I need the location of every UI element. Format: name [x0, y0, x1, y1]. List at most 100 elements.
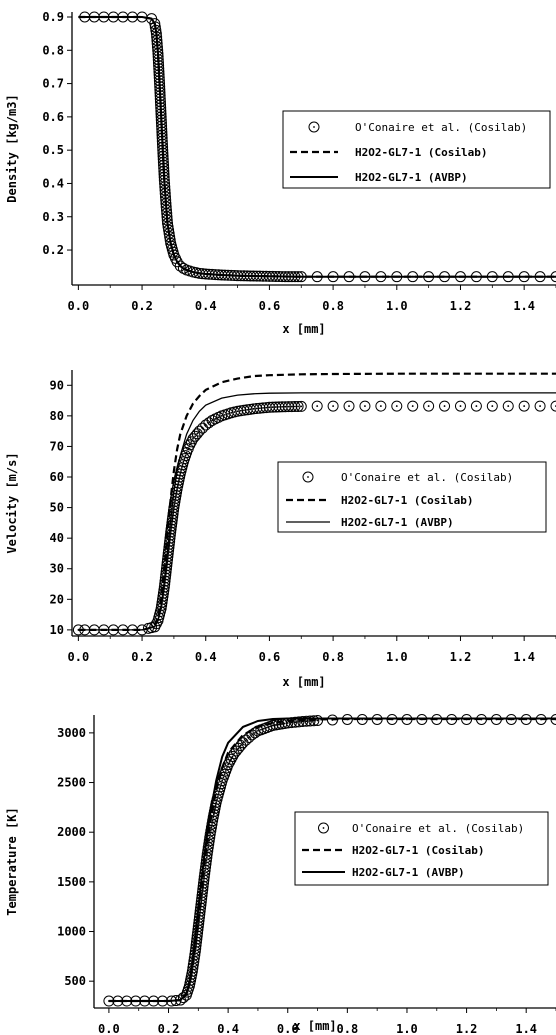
data-point — [164, 532, 176, 544]
data-point — [164, 535, 176, 547]
data-point-center — [224, 770, 227, 772]
data-point — [246, 729, 258, 741]
data-point — [166, 514, 178, 526]
x-tick-label: 0.8 — [337, 1022, 359, 1035]
chart-panel-2: 0.0 0.2 0.4 0.6 0.8 1.0 1.2 1.4 90 80 70 60 50 40 30 20… — [5, 370, 556, 689]
data-point-center — [268, 725, 271, 728]
data-point-center — [227, 763, 230, 766]
data-point-center — [246, 408, 249, 411]
data-point — [289, 401, 301, 413]
data-point-center — [271, 406, 274, 409]
data-point-center — [199, 910, 202, 912]
data-point — [166, 520, 178, 532]
x-tick-label: 1.0 — [396, 1022, 418, 1035]
data-point-center — [168, 543, 171, 546]
data-point-center — [205, 859, 208, 862]
data-point-center — [205, 862, 207, 865]
data-point-center — [216, 798, 218, 801]
data-point — [375, 400, 387, 412]
y-tick-label: 1500 — [57, 875, 86, 889]
data-point-center — [251, 733, 253, 736]
y-tick-label: 70 — [50, 439, 64, 453]
x-tick-label: 0.2 — [131, 299, 153, 313]
data-point-center — [174, 500, 176, 503]
data-point-center — [443, 405, 446, 407]
y-tick-label: 30 — [50, 562, 64, 576]
data-point-center — [219, 785, 222, 788]
data-point — [454, 400, 466, 412]
data-point-center — [257, 729, 259, 732]
data-point-center — [294, 721, 297, 724]
legend-label: H2O2-GL7-1 (AVBP) — [352, 866, 465, 879]
y-tick-label: 2000 — [57, 825, 86, 839]
x-tick-label: 0.0 — [98, 1022, 120, 1035]
x-tick-label: 1.2 — [456, 1022, 478, 1035]
data-point — [191, 933, 203, 945]
data-point-center — [305, 720, 308, 723]
data-point-center — [208, 836, 211, 839]
data-point-center — [268, 406, 271, 409]
data-point-center — [278, 406, 280, 408]
data-point-center — [204, 869, 207, 872]
data-point-center — [235, 750, 238, 752]
data-point-center — [290, 721, 293, 724]
data-point-center — [181, 463, 184, 466]
data-point — [470, 400, 482, 412]
data-point-center — [213, 810, 216, 813]
x-tick-label: 0.0 — [68, 299, 90, 313]
y-tick-label: 0.9 — [42, 10, 64, 24]
data-point-center — [316, 719, 319, 722]
data-point — [439, 400, 451, 412]
data-point-center — [222, 776, 225, 779]
data-point-center — [243, 409, 245, 412]
data-point-center — [212, 816, 215, 819]
data-point-center — [201, 888, 204, 891]
data-point-center — [176, 485, 179, 488]
data-point-center — [297, 405, 299, 408]
data-point — [192, 924, 204, 936]
y-axis-title: Density [kg/m3] — [5, 94, 19, 202]
data-point — [293, 716, 305, 728]
data-point-center — [183, 457, 186, 460]
data-point-center — [178, 479, 180, 481]
data-point-center — [168, 540, 171, 543]
x-tick-label: 1.2 — [450, 299, 472, 313]
legend-label: H2O2-GL7-1 (Cosilab) — [352, 844, 484, 857]
data-point — [295, 400, 307, 412]
y-tick-label: 2500 — [57, 776, 86, 790]
data-point-center — [214, 807, 216, 810]
x-tick-label: 0.8 — [322, 299, 344, 313]
y-tick-label: 50 — [50, 501, 64, 515]
legend-marker — [308, 121, 320, 133]
data-point — [197, 422, 209, 434]
data-point-center — [169, 531, 172, 533]
y-axis-title: Velocity [m/s] — [5, 452, 19, 553]
data-point — [193, 425, 205, 437]
data-point-center — [286, 722, 289, 724]
y-tick-label: 60 — [50, 470, 64, 484]
data-point — [327, 400, 339, 412]
data-point — [502, 400, 514, 412]
x-axis-title: x [mm] — [282, 322, 325, 336]
x-tick-label: 0.2 — [131, 650, 153, 664]
data-point-center — [233, 411, 236, 413]
y-tick-label: 0.5 — [42, 143, 64, 157]
plot-area — [103, 713, 556, 1007]
data-point — [343, 400, 355, 412]
data-point — [289, 716, 301, 728]
y-tick-label: 0.6 — [42, 110, 64, 124]
data-point-center — [211, 419, 214, 422]
data-point-center — [171, 521, 173, 524]
series-markers — [72, 400, 556, 636]
data-point-center — [249, 408, 252, 411]
data-point-center — [211, 823, 213, 825]
data-point-center — [539, 405, 541, 407]
data-point — [518, 400, 530, 412]
data-point-center — [180, 466, 183, 469]
data-point-center — [173, 503, 176, 506]
data-point-center — [170, 528, 173, 530]
data-point-center — [283, 722, 286, 725]
y-tick-label: 3000 — [57, 726, 86, 740]
data-point-center — [287, 405, 290, 408]
data-point-center — [228, 761, 231, 763]
